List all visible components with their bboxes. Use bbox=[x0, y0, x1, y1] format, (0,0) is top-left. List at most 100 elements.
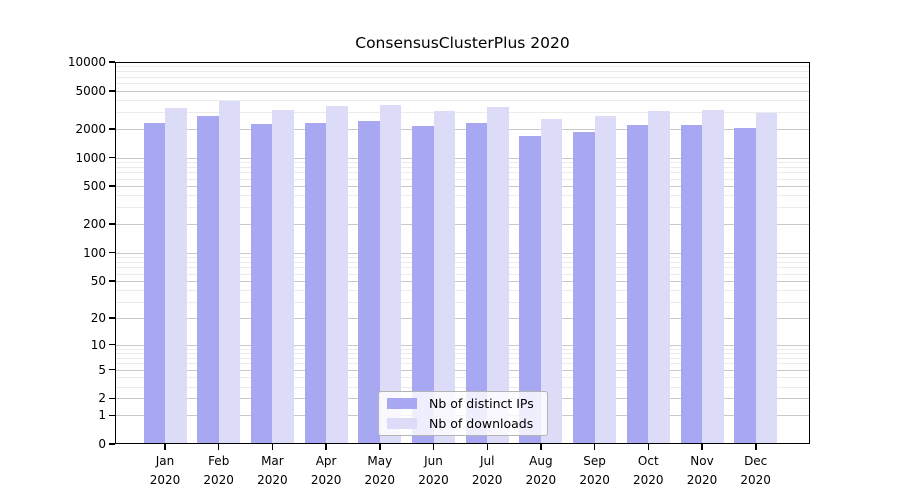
y-gridline-minor bbox=[115, 386, 810, 388]
y-gridline-minor bbox=[115, 256, 810, 258]
y-gridline-major bbox=[115, 344, 810, 346]
y-gridline-minor bbox=[115, 207, 810, 209]
bar-downloads bbox=[272, 110, 294, 444]
y-gridline-major bbox=[115, 157, 810, 159]
x-tick-label: Jul 2020 bbox=[471, 454, 503, 487]
bar-distinct-ips bbox=[519, 136, 541, 444]
bar-distinct-ips bbox=[734, 128, 756, 444]
y-tick-label: 5000 bbox=[75, 83, 106, 98]
y-tick-label: 1000 bbox=[75, 150, 106, 165]
y-gridline-minor bbox=[115, 352, 810, 354]
legend-label-distinct-ips: Nb of distinct IPs bbox=[429, 396, 534, 411]
y-tick-mark bbox=[109, 223, 115, 225]
y-tick-mark bbox=[109, 317, 115, 319]
x-tick-mark bbox=[164, 444, 166, 450]
y-tick-mark bbox=[109, 185, 115, 187]
bar-distinct-ips bbox=[573, 132, 595, 444]
x-tick-label: Oct 2020 bbox=[633, 454, 664, 487]
bar-distinct-ips bbox=[358, 120, 380, 444]
x-tick-mark bbox=[593, 444, 596, 450]
y-tick-mark bbox=[109, 368, 115, 371]
y-tick-mark bbox=[109, 414, 115, 416]
y-tick-label: 20 bbox=[90, 310, 106, 325]
legend-item-distinct-ips: Nb of distinct IPs bbox=[387, 395, 539, 412]
y-tick-label: 2000 bbox=[75, 121, 106, 136]
bar-distinct-ips bbox=[680, 125, 702, 444]
y-tick-label: 50 bbox=[90, 273, 106, 288]
y-gridline-major bbox=[115, 128, 810, 130]
y-gridline-minor bbox=[115, 357, 810, 359]
y-gridline-minor bbox=[115, 377, 810, 379]
y-tick-label: 2 bbox=[98, 391, 106, 406]
y-tick-label: 10000 bbox=[67, 55, 106, 69]
y-gridline-minor bbox=[115, 100, 810, 101]
y-gridline-minor bbox=[115, 348, 810, 350]
y-tick-mark bbox=[109, 343, 115, 346]
y-tick-label: 5 bbox=[98, 362, 106, 377]
x-tick-label: Jun 2020 bbox=[418, 454, 449, 487]
y-gridline-minor bbox=[115, 71, 810, 73]
y-gridline-minor bbox=[115, 363, 810, 365]
y-gridline-minor bbox=[115, 195, 810, 197]
y-gridline-minor bbox=[115, 273, 810, 275]
y-tick-mark bbox=[109, 397, 115, 400]
y-gridline-minor bbox=[115, 261, 810, 263]
bar-distinct-ips bbox=[250, 124, 273, 444]
bar-distinct-ips bbox=[465, 123, 488, 444]
y-gridline-minor bbox=[115, 172, 810, 174]
y-tick-mark bbox=[109, 251, 115, 254]
y-tick-mark bbox=[109, 61, 115, 63]
y-gridline-minor bbox=[115, 66, 810, 68]
bar-distinct-ips bbox=[143, 123, 165, 444]
x-tick-mark bbox=[217, 444, 220, 450]
x-tick-label: Apr 2020 bbox=[310, 454, 342, 487]
y-tick-label: 10 bbox=[90, 337, 106, 352]
x-tick-mark bbox=[271, 444, 274, 450]
bar-downloads bbox=[326, 106, 348, 444]
y-tick-label: 500 bbox=[83, 179, 106, 194]
bar-downloads bbox=[755, 113, 778, 444]
y-gridline-minor bbox=[115, 166, 810, 168]
x-tick-mark bbox=[325, 444, 327, 450]
legend: Nb of distinct IPs Nb of downloads bbox=[378, 391, 548, 436]
y-gridline-minor bbox=[115, 301, 810, 303]
chart-title: ConsensusClusterPlus 2020 bbox=[355, 34, 570, 52]
bar-downloads bbox=[379, 104, 402, 444]
bar-downloads bbox=[165, 107, 187, 444]
y-gridline-minor bbox=[115, 178, 810, 180]
bar-downloads bbox=[702, 110, 724, 444]
bar-downloads bbox=[218, 101, 241, 444]
y-tick-label: 200 bbox=[83, 217, 106, 231]
bar-distinct-ips bbox=[304, 123, 327, 444]
y-tick-mark bbox=[109, 280, 115, 282]
bar-downloads bbox=[594, 116, 617, 444]
x-tick-mark bbox=[486, 444, 488, 450]
x-tick-mark bbox=[379, 444, 381, 450]
bar-downloads bbox=[433, 110, 455, 444]
y-gridline-major bbox=[115, 280, 810, 282]
legend-item-downloads: Nb of downloads bbox=[387, 415, 539, 432]
x-tick-mark bbox=[432, 444, 435, 450]
x-tick-mark bbox=[540, 444, 542, 450]
y-gridline-major bbox=[115, 224, 810, 225]
x-tick-label: Nov 2020 bbox=[686, 454, 718, 487]
y-gridline-minor bbox=[115, 76, 810, 78]
bar-downloads bbox=[648, 110, 670, 444]
x-tick-label: Jan 2020 bbox=[149, 454, 181, 487]
y-gridline-major bbox=[115, 317, 810, 319]
y-gridline-minor bbox=[115, 267, 810, 269]
y-gridline-major bbox=[115, 252, 810, 254]
y-gridline-major bbox=[115, 369, 810, 371]
x-tick-label: Dec 2020 bbox=[740, 454, 771, 487]
y-gridline-major bbox=[115, 90, 810, 92]
bar-downloads bbox=[540, 119, 563, 444]
x-tick-label: Sep 2020 bbox=[579, 454, 610, 487]
y-tick-label: 1 bbox=[98, 408, 106, 423]
y-gridline-minor bbox=[115, 161, 810, 163]
y-tick-mark bbox=[109, 156, 115, 159]
y-tick-mark bbox=[109, 90, 115, 92]
x-tick-mark bbox=[701, 444, 703, 450]
legend-swatch-downloads bbox=[387, 418, 417, 429]
bar-downloads bbox=[487, 106, 509, 444]
